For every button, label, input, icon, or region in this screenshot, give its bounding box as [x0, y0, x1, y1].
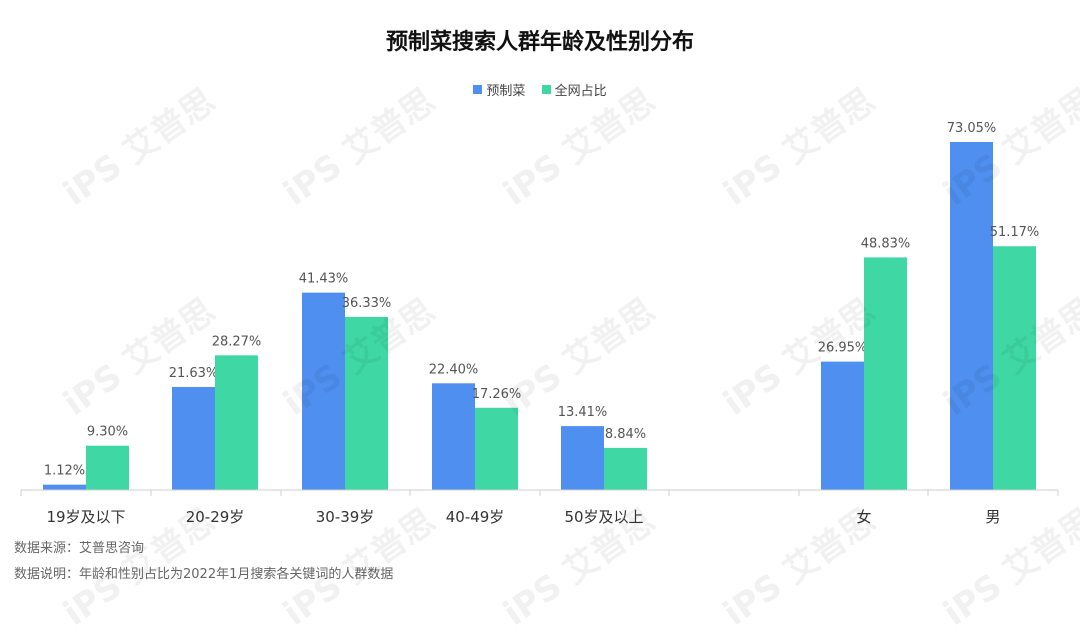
legend-label-series-2: 全网占比 [554, 84, 607, 99]
bar-chart: 1.12% 21.63% 41.43% 22.40% 13.41% 26.95% 73.05… [20, 121, 1059, 526]
bar-series-2-cat-7 [864, 257, 907, 490]
legend-item-series-2[interactable]: 全网占比 [541, 80, 607, 99]
data-label-series-2-cat-2: 28.27% [212, 334, 262, 349]
legend: 预制菜 全网占比 [0, 80, 1080, 99]
bar-series-1-cat-4 [432, 383, 475, 490]
bar-series-1-cat-7 [821, 361, 864, 490]
data-label-series-1-cat-8: 73.05% [947, 121, 997, 136]
data-label-series-2-cat-1: 9.30% [87, 425, 128, 440]
bar-series-2-cat-4 [475, 407, 518, 490]
x-tick-label-4: 40-49岁 [446, 508, 505, 526]
data-label-series-1-cat-1: 1.12% [44, 464, 85, 479]
bar-series-1-cat-1 [43, 484, 86, 490]
x-tick-label-5: 50岁及以上 [564, 508, 643, 526]
data-label-series-1-cat-4: 22.40% [429, 362, 479, 377]
data-label-series-1-cat-2: 21.63% [169, 366, 219, 381]
x-tick-label-1: 19岁及以下 [46, 508, 125, 526]
bar-series-2-cat-3 [345, 316, 388, 490]
bar-series-2-cat-5 [604, 447, 647, 490]
x-tick-label-3: 30-39岁 [316, 508, 375, 526]
legend-swatch-series-1 [473, 85, 483, 94]
bar-series-1-cat-3 [302, 292, 345, 490]
bar-series-1-cat-8 [950, 142, 993, 490]
data-label-series-2-cat-3: 36.33% [342, 296, 392, 311]
chart-title: 预制菜搜索人群年龄及性别分布 [385, 30, 694, 55]
x-tick-label-2: 20-29岁 [186, 508, 245, 526]
data-label-series-2-cat-5: 8.84% [605, 427, 646, 442]
x-tick-label-7: 女 [856, 508, 871, 526]
data-label-series-2-cat-7: 48.83% [861, 236, 911, 251]
footer-note: 数据说明：年龄和性别占比为2022年1月搜索各关键词的人群数据 [14, 567, 394, 582]
data-label-series-1-cat-3: 41.43% [299, 272, 349, 287]
legend-item-series-1[interactable]: 预制菜 [473, 80, 525, 99]
footer-source: 数据来源：艾普思咨询 [14, 541, 145, 556]
bar-series-1-cat-2 [172, 386, 215, 490]
bar-series-2-cat-1 [86, 445, 129, 490]
data-label-series-1-cat-5: 13.41% [558, 405, 608, 420]
bar-series-2-cat-2 [215, 355, 258, 490]
data-label-series-2-cat-8: 51.17% [990, 225, 1040, 240]
data-label-series-2-cat-4: 17.26% [472, 387, 522, 402]
bar-series-1-cat-5 [561, 426, 604, 490]
x-tick-label-8: 男 [985, 508, 1000, 526]
legend-label-series-1: 预制菜 [486, 84, 526, 99]
legend-swatch-series-2 [541, 85, 551, 94]
data-label-series-1-cat-7: 26.95% [818, 341, 868, 356]
bar-series-2-cat-8 [993, 246, 1036, 490]
